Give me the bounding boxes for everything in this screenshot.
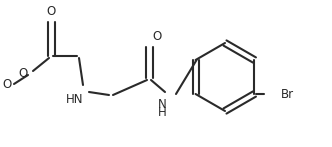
Text: N: N: [158, 98, 167, 111]
Text: HN: HN: [66, 93, 84, 106]
Text: H: H: [158, 106, 167, 119]
Text: O: O: [46, 5, 56, 18]
Text: O: O: [3, 77, 12, 91]
Text: O: O: [19, 66, 28, 80]
Text: Br: Br: [281, 87, 293, 101]
Text: O: O: [152, 30, 161, 43]
